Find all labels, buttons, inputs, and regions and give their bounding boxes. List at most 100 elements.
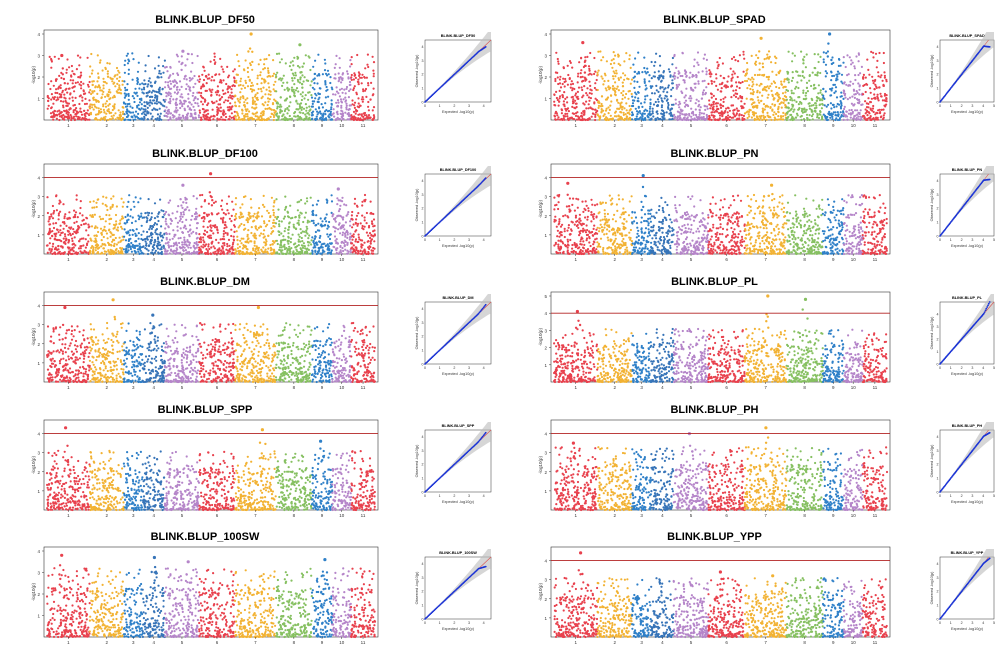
snp-point — [66, 239, 68, 241]
snp-point — [667, 104, 669, 106]
snp-point — [102, 243, 104, 245]
snp-point — [625, 93, 627, 95]
snp-point — [800, 79, 802, 81]
snp-point — [47, 83, 49, 85]
snp-point — [299, 111, 301, 113]
snp-point — [203, 241, 205, 243]
snp-point — [271, 113, 273, 115]
snp-point — [226, 253, 228, 255]
snp-point — [114, 227, 116, 229]
snp-point — [585, 107, 587, 109]
snp-point — [800, 119, 802, 121]
snp-point — [840, 107, 842, 109]
snp-point — [96, 235, 98, 237]
snp-point — [791, 80, 793, 82]
snp-point — [859, 72, 861, 74]
snp-point — [108, 229, 110, 231]
snp-point — [710, 73, 712, 75]
snp-point — [711, 104, 713, 106]
snp-point — [683, 96, 685, 98]
snp-point — [615, 111, 617, 113]
snp-point — [759, 74, 761, 76]
snp-point — [626, 109, 628, 111]
snp-point — [101, 252, 103, 254]
snp-point — [135, 220, 137, 222]
snp-point — [719, 57, 721, 59]
snp-point — [610, 115, 612, 117]
snp-point — [72, 233, 74, 235]
snp-point — [108, 98, 110, 100]
snp-point — [695, 74, 697, 76]
manhattan-title: BLINK.BLUP_SPAD — [537, 14, 892, 26]
snp-point — [184, 64, 186, 66]
snp-point — [318, 74, 320, 76]
snp-point — [64, 82, 66, 84]
snp-point — [661, 109, 663, 111]
snp-point — [629, 117, 631, 119]
snp-point — [630, 83, 632, 85]
snp-point — [135, 196, 137, 198]
snp-point — [79, 108, 81, 110]
snp-point — [854, 67, 856, 69]
snp-point — [597, 74, 599, 76]
snp-point — [90, 53, 92, 55]
snp-point — [97, 231, 99, 233]
snp-point — [698, 71, 700, 73]
snp-point — [80, 200, 82, 202]
snp-point — [230, 220, 232, 222]
snp-point — [109, 223, 111, 225]
snp-point — [834, 111, 836, 113]
snp-point — [857, 116, 859, 118]
snp-point — [882, 109, 884, 111]
snp-point — [192, 231, 194, 233]
snp-point — [584, 56, 586, 58]
snp-point — [80, 81, 82, 83]
snp-point — [104, 67, 106, 69]
snp-point — [359, 77, 361, 79]
snp-point — [210, 252, 212, 254]
snp-point — [749, 88, 751, 90]
snp-point — [63, 223, 65, 225]
snp-point — [301, 99, 303, 101]
snp-point — [124, 92, 126, 94]
snp-point — [114, 103, 116, 105]
snp-point — [267, 82, 269, 84]
qq-x-label: Expected -log10(p) — [442, 110, 475, 114]
snp-point — [136, 95, 138, 97]
snp-point — [157, 251, 159, 253]
snp-point — [148, 212, 150, 214]
snp-point — [373, 88, 375, 90]
snp-point — [585, 101, 587, 103]
snp-point — [364, 67, 366, 69]
snp-point — [865, 108, 867, 110]
snp-point — [823, 51, 825, 53]
snp-point — [880, 74, 882, 76]
snp-point — [852, 62, 854, 64]
snp-point — [210, 235, 212, 237]
snp-point — [164, 86, 166, 88]
snp-point — [698, 100, 700, 102]
qq-y-tick: 1 — [422, 87, 424, 91]
snp-point — [715, 103, 717, 105]
snp-point — [172, 238, 174, 240]
snp-point — [296, 87, 298, 89]
snp-point — [818, 84, 820, 86]
snp-point — [71, 87, 73, 89]
snp-point — [800, 102, 802, 104]
snp-point — [128, 99, 130, 101]
snp-point — [144, 70, 146, 72]
snp-point — [619, 111, 621, 113]
snp-point — [129, 215, 131, 217]
snp-point — [52, 212, 54, 214]
snp-point — [140, 250, 142, 252]
snp-point — [157, 216, 159, 218]
snp-point — [272, 243, 274, 245]
snp-point — [259, 59, 261, 61]
snp-point — [592, 108, 594, 110]
snp-point — [221, 245, 223, 247]
snp-point — [204, 200, 206, 202]
snp-point — [872, 52, 874, 54]
snp-point — [70, 74, 72, 76]
snp-point — [108, 243, 110, 245]
